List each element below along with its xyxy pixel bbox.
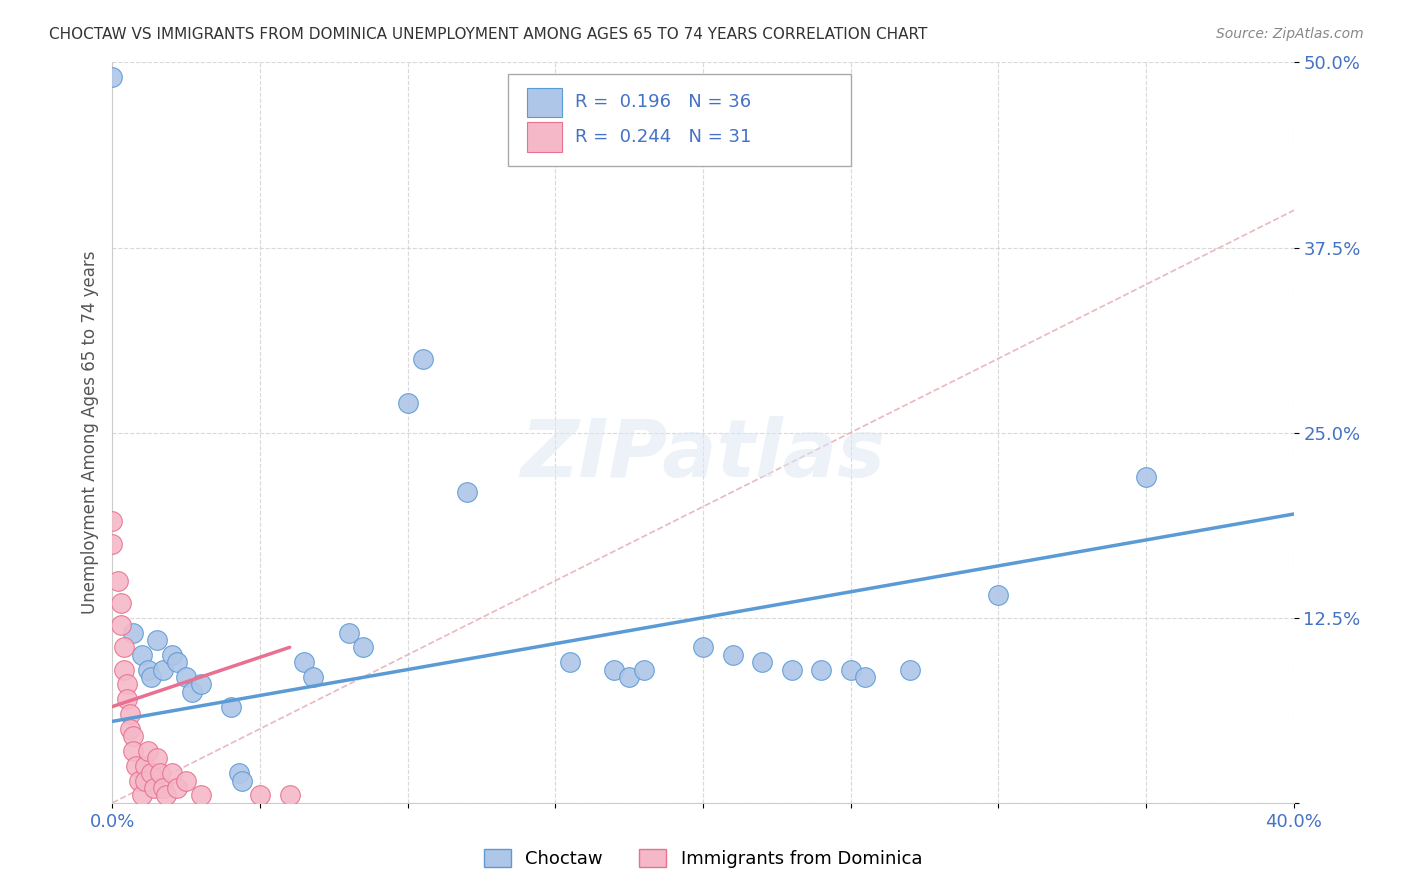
Point bbox=[122, 744, 145, 758]
Point bbox=[219, 699, 242, 714]
Y-axis label: Unemployment Among Ages 65 to 74 years: Unemployment Among Ages 65 to 74 years bbox=[80, 251, 98, 615]
Point bbox=[721, 648, 744, 662]
FancyBboxPatch shape bbox=[508, 73, 851, 166]
Point bbox=[839, 663, 862, 677]
Point bbox=[166, 780, 188, 795]
Point bbox=[117, 692, 138, 706]
Point bbox=[146, 632, 169, 647]
Point bbox=[249, 789, 271, 803]
Point bbox=[152, 663, 174, 677]
Point bbox=[292, 655, 315, 669]
Point bbox=[174, 773, 197, 788]
Point bbox=[190, 677, 212, 691]
Point bbox=[898, 663, 921, 677]
Point bbox=[128, 773, 150, 788]
Point bbox=[101, 70, 124, 85]
Point bbox=[810, 663, 832, 677]
Text: Source: ZipAtlas.com: Source: ZipAtlas.com bbox=[1216, 27, 1364, 41]
Point bbox=[302, 670, 325, 684]
Point bbox=[131, 789, 153, 803]
Text: R =  0.244   N = 31: R = 0.244 N = 31 bbox=[575, 128, 752, 146]
Point bbox=[337, 625, 360, 640]
Text: CHOCTAW VS IMMIGRANTS FROM DOMINICA UNEMPLOYMENT AMONG AGES 65 TO 74 YEARS CORRE: CHOCTAW VS IMMIGRANTS FROM DOMINICA UNEM… bbox=[49, 27, 928, 42]
Point bbox=[190, 789, 212, 803]
Point bbox=[134, 773, 156, 788]
Point bbox=[558, 655, 582, 669]
Point bbox=[456, 484, 478, 499]
Point bbox=[780, 663, 803, 677]
Point bbox=[122, 625, 145, 640]
Point bbox=[149, 766, 172, 780]
Point bbox=[139, 670, 162, 684]
Point bbox=[751, 655, 773, 669]
Point bbox=[146, 751, 169, 765]
Point bbox=[160, 648, 183, 662]
Point bbox=[142, 780, 165, 795]
Point bbox=[139, 766, 162, 780]
Point bbox=[231, 773, 253, 788]
Point bbox=[120, 722, 142, 736]
Point bbox=[152, 780, 174, 795]
Point bbox=[101, 537, 124, 551]
Point bbox=[125, 758, 148, 772]
Point bbox=[987, 589, 1010, 603]
Point bbox=[134, 758, 156, 772]
Point bbox=[131, 648, 153, 662]
Point bbox=[112, 663, 135, 677]
Point bbox=[112, 640, 135, 655]
Point bbox=[855, 670, 877, 684]
Point bbox=[110, 618, 132, 632]
Text: ZIPatlas: ZIPatlas bbox=[520, 416, 886, 494]
Point bbox=[155, 789, 177, 803]
Point bbox=[117, 677, 138, 691]
Point bbox=[619, 670, 641, 684]
Point bbox=[692, 640, 714, 655]
Point bbox=[101, 515, 124, 529]
Point bbox=[136, 663, 159, 677]
Point bbox=[352, 640, 374, 655]
FancyBboxPatch shape bbox=[527, 87, 562, 117]
Point bbox=[411, 351, 433, 366]
Legend: Choctaw, Immigrants from Dominica: Choctaw, Immigrants from Dominica bbox=[477, 841, 929, 875]
Point bbox=[107, 574, 129, 588]
Point bbox=[122, 729, 145, 743]
Point bbox=[160, 766, 183, 780]
Point bbox=[120, 706, 142, 721]
Point bbox=[181, 685, 204, 699]
Point bbox=[166, 655, 188, 669]
Point bbox=[136, 744, 159, 758]
Point bbox=[396, 396, 419, 410]
FancyBboxPatch shape bbox=[527, 122, 562, 152]
Text: R =  0.196   N = 36: R = 0.196 N = 36 bbox=[575, 94, 752, 112]
Point bbox=[228, 766, 250, 780]
Point bbox=[1135, 470, 1157, 484]
Point bbox=[110, 596, 132, 610]
Point bbox=[633, 663, 655, 677]
Point bbox=[603, 663, 626, 677]
Point bbox=[174, 670, 197, 684]
Point bbox=[278, 789, 301, 803]
